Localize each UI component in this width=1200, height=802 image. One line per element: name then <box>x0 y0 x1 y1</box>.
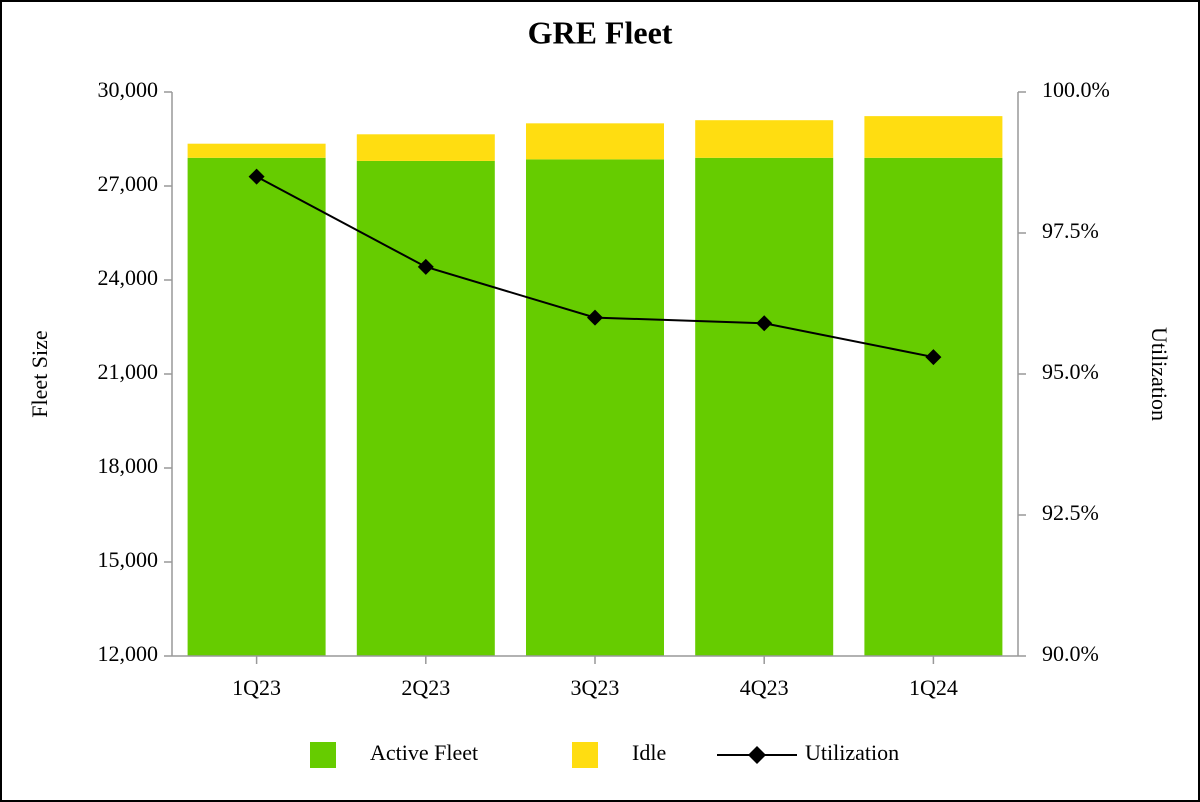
y-tick-label: 30,000 <box>98 77 159 102</box>
x-tick-label: 1Q23 <box>232 675 281 700</box>
marker <box>756 315 773 332</box>
y-tick-label: 12,000 <box>98 641 159 666</box>
y-axis-label: Fleet Size <box>27 330 52 417</box>
legend-label: Idle <box>632 740 666 765</box>
y-tick-label: 18,000 <box>98 453 159 478</box>
legend-swatch <box>572 742 598 768</box>
legend-label: Utilization <box>805 740 899 765</box>
y2-axis-label: Utilization <box>1147 327 1172 421</box>
y2-tick-label: 95.0% <box>1042 359 1099 384</box>
x-tick-label: 1Q24 <box>909 675 958 700</box>
y-tick-label: 27,000 <box>98 171 159 196</box>
y2-tick-label: 92.5% <box>1042 500 1099 525</box>
marker <box>925 349 942 366</box>
marker <box>248 168 265 185</box>
y-tick-label: 24,000 <box>98 265 159 290</box>
bar <box>187 157 326 657</box>
bar <box>526 159 664 656</box>
y2-tick-label: 100.0% <box>1042 77 1110 102</box>
bar <box>356 134 495 161</box>
bar <box>695 120 834 158</box>
y2-tick-label: 90.0% <box>1042 641 1099 666</box>
bar <box>356 160 495 656</box>
y-tick-label: 15,000 <box>98 547 159 572</box>
bar <box>526 123 664 160</box>
x-tick-label: 2Q23 <box>401 675 450 700</box>
legend-label: Active Fleet <box>370 740 478 765</box>
bar <box>695 157 834 657</box>
marker <box>587 309 603 326</box>
legend-swatch <box>310 742 336 768</box>
bar <box>187 143 326 158</box>
x-tick-label: 3Q23 <box>571 675 620 700</box>
x-tick-label: 4Q23 <box>740 675 789 700</box>
y-tick-label: 21,000 <box>98 359 159 384</box>
marker <box>417 258 434 275</box>
bar <box>864 116 1003 158</box>
y2-tick-label: 97.5% <box>1042 218 1099 243</box>
legend-marker <box>748 746 766 764</box>
bar <box>864 157 1003 657</box>
chart-title: GRE Fleet <box>528 14 673 50</box>
